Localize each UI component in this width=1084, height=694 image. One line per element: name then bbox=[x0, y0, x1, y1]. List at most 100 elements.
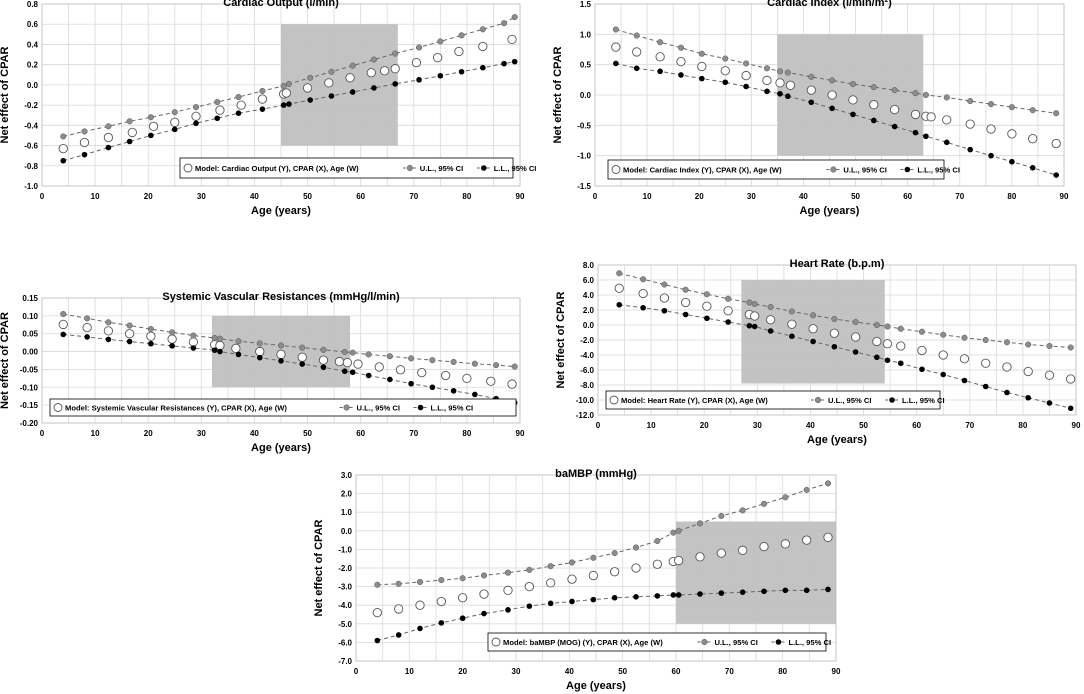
y-tick-label: 3.0 bbox=[341, 471, 353, 480]
data-point bbox=[882, 339, 893, 349]
data-point bbox=[1067, 405, 1074, 412]
data-point bbox=[739, 589, 746, 595]
data-point bbox=[722, 55, 729, 62]
y-tick-label: -5.0 bbox=[338, 620, 352, 629]
data-point bbox=[211, 347, 218, 353]
y-tick-label: -2.0 bbox=[338, 564, 352, 573]
data-point bbox=[751, 300, 758, 308]
legend-marker bbox=[406, 164, 413, 172]
data-point bbox=[761, 588, 767, 595]
data-point bbox=[823, 532, 833, 542]
x-tick-label: 0 bbox=[40, 429, 45, 438]
data-point bbox=[148, 132, 154, 139]
y-tick-label: 2.0 bbox=[583, 306, 595, 315]
data-point bbox=[505, 607, 511, 613]
data-point bbox=[746, 299, 753, 306]
x-tick-label: 20 bbox=[695, 192, 704, 201]
data-point bbox=[235, 93, 242, 101]
data-point bbox=[849, 81, 857, 88]
legend-label: U.L., 95% CI bbox=[357, 404, 400, 413]
plot-area bbox=[597, 264, 1077, 416]
data-point bbox=[741, 70, 751, 81]
data-point bbox=[458, 593, 468, 603]
x-tick-label: 70 bbox=[409, 192, 418, 201]
data-point bbox=[459, 615, 466, 622]
series-open-circle bbox=[58, 34, 517, 154]
data-point bbox=[395, 580, 402, 587]
data-point bbox=[191, 111, 201, 121]
y-axis-label: Net effect of CPAR bbox=[0, 312, 11, 409]
data-point bbox=[459, 575, 466, 582]
data-point bbox=[614, 283, 624, 293]
data-point bbox=[1044, 370, 1055, 380]
data-point bbox=[231, 343, 241, 354]
y-tick-label: 0.0 bbox=[27, 81, 39, 90]
data-point bbox=[682, 286, 689, 293]
x-tick-label: 60 bbox=[903, 192, 912, 201]
data-point bbox=[760, 500, 768, 507]
x-tick-label: 90 bbox=[832, 667, 841, 676]
data-point bbox=[702, 301, 712, 311]
legend-marker bbox=[889, 397, 895, 403]
x-tick-label: 0 bbox=[596, 421, 601, 430]
y-axis-label: Net effect of CPAR bbox=[555, 291, 567, 388]
data-point bbox=[873, 321, 880, 329]
data-point bbox=[416, 578, 424, 586]
x-tick-label: 60 bbox=[672, 667, 681, 676]
data-point bbox=[60, 133, 67, 140]
y-tick-label: 2.0 bbox=[341, 490, 353, 499]
legend-marker bbox=[701, 638, 708, 646]
data-point bbox=[632, 47, 642, 57]
data-point bbox=[546, 578, 556, 588]
data-point bbox=[1002, 362, 1012, 372]
legend-label: L.L., 95% CI bbox=[431, 404, 474, 413]
data-point bbox=[884, 357, 891, 364]
x-tick-label: 40 bbox=[250, 192, 259, 201]
data-point bbox=[372, 607, 382, 618]
x-tick-label: 70 bbox=[965, 421, 974, 430]
data-point bbox=[896, 341, 906, 351]
data-point bbox=[872, 336, 882, 347]
data-point bbox=[982, 383, 989, 390]
y-tick-label: 0.8 bbox=[27, 0, 39, 9]
data-point bbox=[387, 376, 393, 383]
data-point bbox=[654, 537, 661, 545]
y-tick-label: -6.0 bbox=[580, 366, 594, 375]
data-point bbox=[216, 335, 223, 342]
y-tick-label: -1.5 bbox=[577, 182, 591, 191]
y-tick-label: -0.5 bbox=[577, 121, 591, 130]
data-point bbox=[1025, 394, 1031, 401]
data-point bbox=[236, 100, 246, 110]
data-point bbox=[922, 91, 929, 99]
legend-box bbox=[49, 398, 517, 417]
data-point bbox=[507, 34, 517, 45]
data-point bbox=[471, 360, 478, 367]
data-point bbox=[392, 50, 399, 57]
data-point bbox=[235, 110, 242, 116]
data-point bbox=[657, 68, 663, 75]
data-point bbox=[848, 95, 858, 105]
data-point bbox=[147, 114, 154, 121]
data-point bbox=[659, 293, 670, 303]
data-point bbox=[217, 348, 223, 355]
data-point bbox=[762, 75, 772, 86]
data-point bbox=[429, 357, 436, 364]
data-point bbox=[697, 591, 703, 597]
series-grey-dot bbox=[374, 480, 832, 588]
data-point bbox=[802, 535, 812, 545]
data-point bbox=[416, 77, 422, 83]
data-point bbox=[850, 111, 856, 118]
series-black-dot bbox=[374, 586, 831, 644]
x-tick-label: 40 bbox=[565, 667, 574, 676]
x-tick-label: 50 bbox=[303, 429, 312, 438]
data-point bbox=[940, 331, 947, 338]
data-point bbox=[612, 26, 619, 33]
data-point bbox=[942, 115, 952, 125]
data-point bbox=[320, 364, 327, 371]
data-point bbox=[678, 72, 684, 78]
data-point bbox=[190, 332, 197, 339]
y-tick-label: -0.8 bbox=[24, 162, 38, 171]
shaded-region bbox=[777, 34, 924, 156]
data-point bbox=[341, 348, 348, 355]
data-point bbox=[307, 74, 314, 81]
